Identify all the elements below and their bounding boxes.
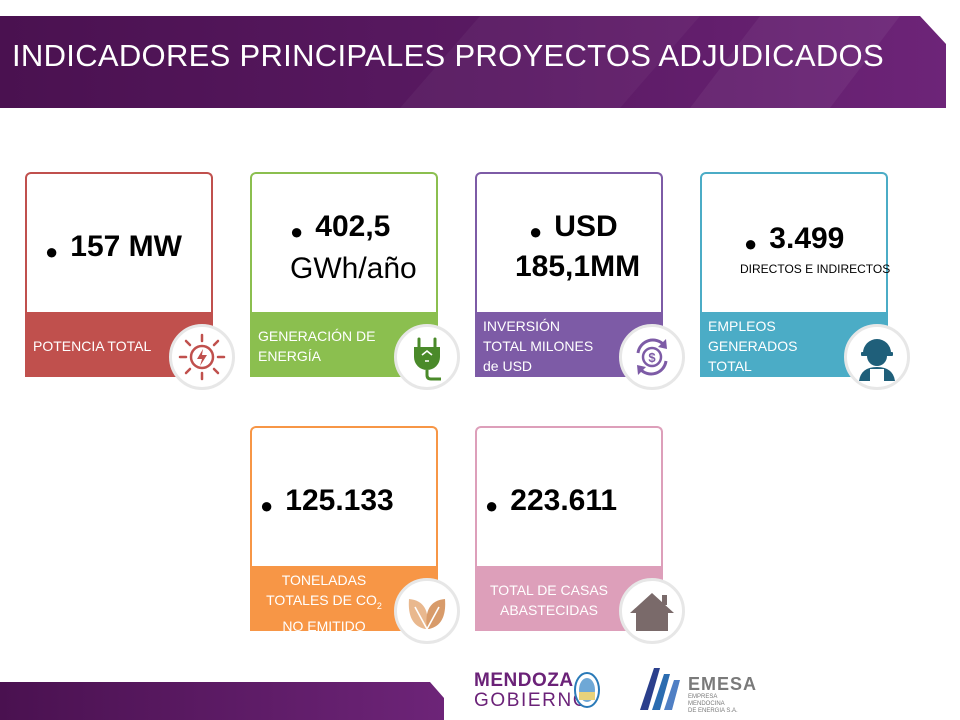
worker-icon <box>859 339 895 381</box>
generacion-value: ● 402,5 <box>290 210 391 244</box>
dollar-exchange-icon: $ <box>636 338 668 376</box>
card-toneladas: ● 125.133 TONELADAS TOTALES DE CO2 NO EMI… <box>250 426 460 644</box>
mendoza-logo-top: MENDOZA <box>474 670 574 691</box>
generacion-unit: GWh/año <box>290 252 417 285</box>
emesa-name: EMESA <box>688 674 758 694</box>
card-generacion: ● 402,5 GWh/año GENERACIÓN DE ENERGÍA <box>250 172 460 390</box>
inversion-label: INVERSIÓN TOTAL MILONES de USD <box>483 318 594 374</box>
toneladas-value: ● 125.133 <box>260 484 394 518</box>
empleos-label: EMPLEOS GENERADOS TOTAL <box>708 318 798 374</box>
empleos-icon-wrap <box>844 324 910 390</box>
footer-bar <box>0 682 444 720</box>
leaf-icon <box>408 599 446 630</box>
sun-energy-icon <box>178 333 226 381</box>
title-banner <box>0 16 946 108</box>
emesa-mark-icon <box>640 668 680 710</box>
house-icon <box>630 593 674 631</box>
casas-label: TOTAL DE CASAS ABASTECIDAS <box>490 582 608 618</box>
toneladas-label: TONELADAS TOTALES DE CO2 NO EMITIDO <box>266 572 382 634</box>
inversion-value-line2: 185,1MM <box>515 250 641 283</box>
empleos-sub: DIRECTOS E INDIRECTOS <box>740 262 891 276</box>
mendoza-shield-icon <box>574 672 600 708</box>
emesa-logo: EMESA EMPRESA MENDOCINA DE ENERGIA S.A. <box>640 664 770 714</box>
page-title: INDICADORES PRINCIPALES PROYECTOS ADJUDI… <box>12 38 884 73</box>
mendoza-logo: MENDOZA GOBIERNO <box>474 670 604 712</box>
casas-icon-wrap <box>619 578 685 644</box>
card-empleos: ● 3.499 DIRECTOS E INDIRECTOS EMPLEOS GENE… <box>700 172 910 390</box>
card-casas: ● 223.611 TOTAL DE CASAS ABASTECIDAS <box>475 426 685 644</box>
potencia-value: ● 157 MW <box>45 230 182 264</box>
potencia-label: POTENCIA TOTAL <box>33 338 152 354</box>
generacion-icon-wrap <box>394 324 460 390</box>
empleos-value: ● 3.499 <box>744 222 845 256</box>
toneladas-icon-wrap <box>394 578 460 644</box>
inversion-icon-wrap: $ <box>619 324 685 390</box>
card-potencia: ● 157 MW POTENCIA TOTAL <box>25 172 235 390</box>
eco-plug-icon <box>414 337 441 381</box>
casas-value: ● 223.611 <box>485 484 618 518</box>
potencia-icon-wrap <box>169 324 235 390</box>
card-inversion: ● USD 185,1MM INVERSIÓN TOTAL MILONES de US… <box>475 172 685 390</box>
emesa-subtitle: EMPRESA MENDOCINA DE ENERGIA S.A. <box>688 694 738 714</box>
svg-text:$: $ <box>648 350 656 365</box>
mendoza-logo-bottom: GOBIERNO <box>474 690 590 711</box>
generacion-label: GENERACIÓN DE ENERGÍA <box>258 328 376 364</box>
inversion-value-line1: ● USD <box>529 210 618 244</box>
